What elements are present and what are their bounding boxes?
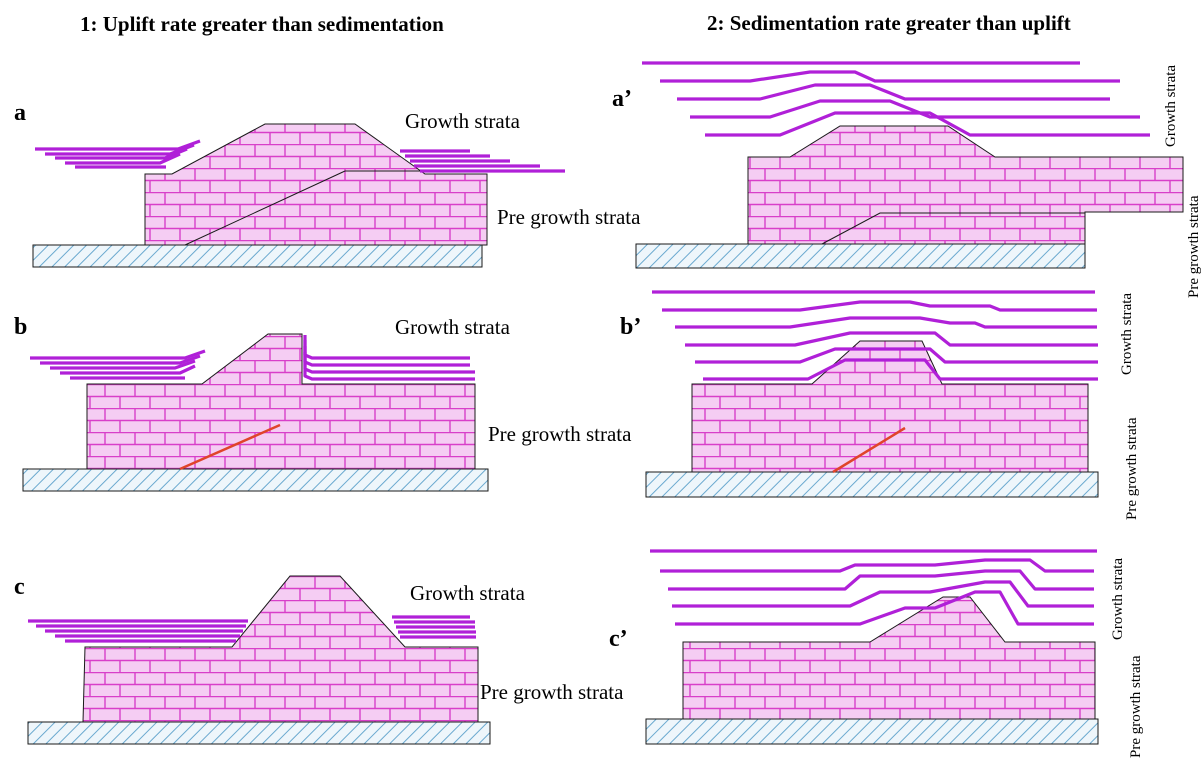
pre-growth-block-a-prime [747, 125, 1184, 245]
fault-b-prime [832, 426, 906, 474]
growth-strata-lines-a-prime [642, 61, 1150, 137]
pre-growth-block-b-prime [691, 340, 1089, 473]
pre-growth-label-b: Pre growth strata [488, 422, 632, 446]
basement-a-prime [635, 243, 1086, 269]
growth-strata-lines-b [30, 335, 475, 381]
basement-b-prime [645, 471, 1099, 498]
panel-a-prime: a’ Growth strata Pre growth strata [612, 61, 1202, 298]
panel-c: c Growth strata Pre growth strata [14, 574, 624, 745]
panel-letter-a-prime: a’ [612, 86, 632, 112]
basement-c [27, 721, 491, 745]
fault-b [179, 423, 281, 471]
pre-growth-label-c-prime: Pre growth strata [1128, 655, 1144, 758]
pre-growth-label-c: Pre growth strata [480, 680, 624, 704]
header-right: 2: Sedimentation rate greater than uplif… [707, 11, 1071, 35]
growth-strata-lines-b-prime [652, 290, 1098, 381]
growth-strata-label-a: Growth strata [405, 109, 521, 133]
header-left: 1: Uplift rate greater than sedimentatio… [80, 12, 444, 36]
pre-growth-block-c-prime [682, 596, 1096, 720]
basement-c-prime [645, 718, 1099, 745]
growth-strata-label-c-prime: Growth strata [1110, 558, 1126, 640]
panel-b-prime: b’ Growth strata Pre growth strata [620, 290, 1140, 520]
fault-trace-a-prime [821, 212, 1085, 245]
panel-letter-a: a [14, 100, 26, 126]
basement-a [32, 244, 483, 268]
pre-growth-block-b [86, 333, 476, 470]
panel-a: a Growth strata Pre growth strata [14, 100, 641, 268]
panel-letter-c-prime: c’ [609, 626, 628, 652]
fault-trace-a [184, 170, 346, 246]
panel-c-prime: c’ Growth strata Pre growth strata [609, 549, 1144, 758]
growth-strata-label-a-prime: Growth strata [1163, 65, 1179, 147]
pre-growth-label-a: Pre growth strata [497, 205, 641, 229]
panel-b: b Growth strata Pre growth strata [14, 314, 632, 492]
basement-b [22, 468, 489, 492]
growth-strata-label-c: Growth strata [410, 581, 526, 605]
panel-letter-c: c [14, 574, 25, 600]
pre-growth-label-a-prime: Pre growth strata [1186, 195, 1202, 298]
growth-strata-label-b-prime: Growth strata [1119, 293, 1135, 375]
pre-growth-label-b-prime: Pre growth strata [1124, 417, 1140, 520]
growth-strata-lines-c-prime [650, 549, 1097, 626]
pre-growth-block-c [82, 575, 479, 723]
panel-letter-b: b [14, 314, 27, 340]
growth-strata-lines-c [28, 615, 476, 643]
panel-letter-b-prime: b’ [620, 314, 641, 340]
growth-strata-label-b: Growth strata [395, 315, 511, 339]
growth-strata-lines-a [35, 139, 565, 173]
